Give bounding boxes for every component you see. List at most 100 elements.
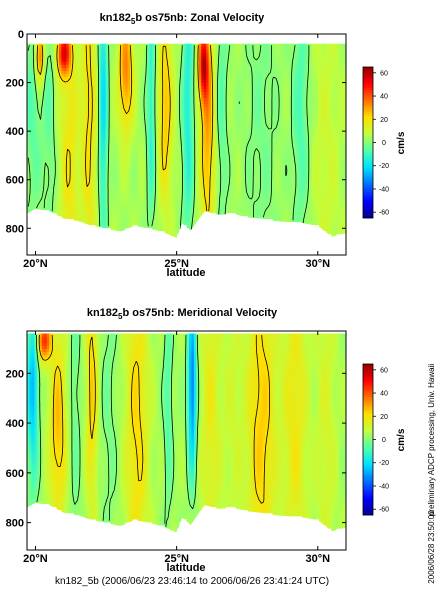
- heatmap-cell: [228, 119, 232, 123]
- heatmap-cell: [80, 43, 84, 48]
- heatmap-cell: [247, 79, 251, 84]
- heatmap-cell: [213, 95, 217, 99]
- heatmap-cell: [107, 46, 111, 51]
- heatmap-cell: [80, 128, 84, 132]
- heatmap-cell: [147, 79, 151, 84]
- heatmap-cell: [188, 79, 192, 84]
- heatmap-cell: [68, 92, 72, 96]
- heatmap-cell: [90, 46, 94, 51]
- heatmap-cell: [169, 70, 173, 75]
- heatmap-cell: [107, 137, 111, 141]
- heatmap-cell: [242, 116, 246, 120]
- heatmap-cell: [242, 64, 246, 69]
- heatmap-cell: [257, 155, 261, 159]
- heatmap-cell: [184, 131, 187, 135]
- heatmap-cell: [132, 95, 136, 99]
- heatmap-cell: [218, 128, 222, 132]
- heatmap-cell: [112, 110, 116, 114]
- heatmap-cell: [112, 64, 116, 69]
- heatmap-cell: [184, 52, 187, 57]
- heatmap-cell: [44, 134, 48, 138]
- heatmap-cell: [142, 134, 146, 138]
- heatmap-cell: [311, 134, 315, 138]
- heatmap-cell: [230, 119, 234, 123]
- heatmap-cell: [319, 134, 322, 138]
- heatmap-cell: [36, 98, 40, 102]
- heatmap-cell: [203, 88, 207, 93]
- heatmap-cell: [267, 140, 271, 144]
- heatmap-cell: [250, 134, 254, 138]
- heatmap-cell: [71, 92, 75, 96]
- heatmap-cell: [343, 76, 347, 81]
- heatmap-cell: [83, 49, 87, 54]
- heatmap-cell: [193, 149, 197, 153]
- heatmap-cell: [279, 46, 283, 51]
- heatmap-cell: [58, 58, 62, 63]
- heatmap-cell: [144, 46, 148, 51]
- heatmap-cell: [287, 116, 290, 120]
- heatmap-cell: [328, 70, 332, 75]
- heatmap-cell: [225, 125, 229, 129]
- heatmap-cell: [122, 125, 126, 129]
- heatmap-cell: [230, 73, 234, 78]
- heatmap-cell: [27, 149, 30, 153]
- heatmap-cell: [127, 52, 131, 57]
- heatmap-cell: [95, 92, 99, 96]
- heatmap-cell: [218, 64, 222, 69]
- heatmap-cell: [88, 73, 92, 78]
- heatmap-cell: [142, 88, 146, 93]
- heatmap-cell: [289, 70, 293, 75]
- heatmap-cell: [193, 43, 197, 48]
- heatmap-cell: [260, 128, 263, 132]
- heatmap-cell: [228, 107, 232, 111]
- heatmap-cell: [93, 116, 97, 120]
- heatmap-cell: [117, 122, 121, 126]
- heatmap-cell: [191, 64, 195, 69]
- heatmap-cell: [309, 92, 313, 96]
- heatmap-cell: [186, 101, 190, 105]
- heatmap-cell: [100, 116, 104, 120]
- heatmap-cell: [117, 82, 121, 87]
- heatmap-cell: [98, 146, 102, 150]
- heatmap-cell: [29, 95, 33, 99]
- heatmap-cell: [139, 67, 143, 72]
- heatmap-cell: [294, 122, 298, 126]
- heatmap-cell: [193, 73, 197, 78]
- heatmap-cell: [120, 116, 124, 120]
- heatmap-cell: [215, 49, 219, 54]
- heatmap-cell: [188, 122, 192, 126]
- heatmap-cell: [191, 70, 195, 75]
- heatmap-cell: [139, 140, 143, 144]
- heatmap-cell: [120, 88, 124, 93]
- heatmap-cell: [181, 98, 185, 102]
- heatmap-cell: [176, 146, 180, 150]
- heatmap-cell: [240, 82, 244, 87]
- heatmap-cell: [269, 152, 273, 156]
- heatmap-cell: [196, 146, 200, 150]
- heatmap-cell: [228, 61, 232, 66]
- heatmap-cell: [292, 70, 295, 75]
- heatmap-cell: [105, 152, 109, 156]
- heatmap-cell: [157, 158, 160, 162]
- heatmap-cell: [31, 104, 35, 108]
- heatmap-cell: [83, 43, 87, 48]
- heatmap-cell: [311, 82, 315, 87]
- heatmap-cell: [321, 92, 325, 96]
- heatmap-cell: [218, 95, 222, 99]
- heatmap-cell: [115, 46, 119, 51]
- heatmap-cell: [137, 61, 141, 66]
- heatmap-cell: [284, 152, 288, 156]
- heatmap-cell: [100, 92, 104, 96]
- heatmap-cell: [309, 122, 313, 126]
- heatmap-cell: [80, 70, 84, 75]
- heatmap-cell: [93, 49, 97, 54]
- heatmap-cell: [287, 155, 290, 159]
- heatmap-cell: [220, 149, 224, 153]
- heatmap-cell: [240, 137, 244, 141]
- heatmap-cell: [83, 70, 87, 75]
- heatmap-cell: [157, 43, 160, 48]
- heatmap-cell: [294, 134, 298, 138]
- heatmap-cell: [186, 55, 190, 60]
- heatmap-cell: [260, 101, 263, 105]
- heatmap-cell: [157, 110, 160, 114]
